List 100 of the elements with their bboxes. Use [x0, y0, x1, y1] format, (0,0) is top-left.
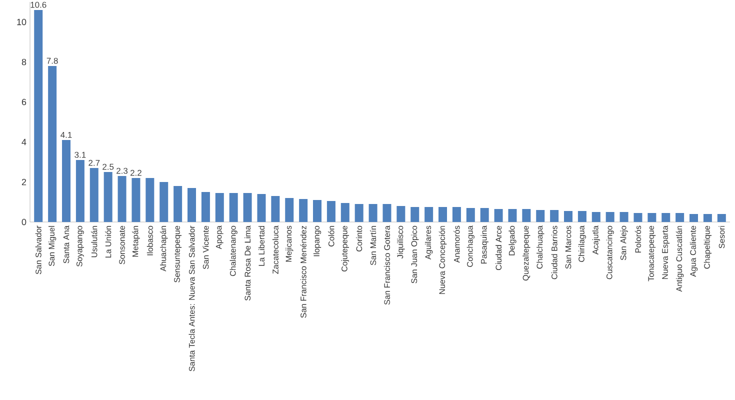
x-tick-label: San Francisco Gotera — [384, 226, 390, 305]
bar — [620, 212, 628, 222]
x-tick-label: Apopa — [216, 226, 224, 250]
bar — [564, 211, 573, 222]
bar — [522, 209, 531, 222]
bar — [662, 213, 670, 222]
x-tick-label: Mejicanos — [286, 226, 294, 262]
x-tick-label: Chalchuapa — [536, 226, 544, 269]
x-tick-label: San Juan Opico — [411, 226, 419, 284]
x-tick-label: Sesori — [718, 226, 725, 248]
x-tick-label: Nueva Concepción — [438, 226, 447, 294]
bar — [368, 204, 378, 222]
x-tick-label: San Miguel — [48, 226, 56, 266]
x-tick-label: Santa Rosa De Lima — [244, 226, 251, 301]
x-tick-label: Nueva Esparta — [662, 226, 670, 279]
x-tick-label: Sonsonate — [119, 226, 125, 264]
x-tick-label: San Martín — [370, 226, 376, 266]
x-tick-label: Delgado — [508, 226, 516, 256]
bar — [104, 172, 112, 222]
x-tick-label: Chalatenango — [230, 226, 238, 276]
bar — [340, 203, 350, 222]
bar — [550, 210, 559, 222]
bar — [634, 213, 642, 222]
x-tick-label: Santa Tecla Antes: Nueva San Salvador — [188, 226, 195, 372]
x-tick-label: Ilopango — [313, 226, 322, 256]
x-tick-label: Jiquilisco — [397, 226, 405, 259]
bar — [285, 198, 294, 222]
x-tick-label: Polorós — [634, 226, 642, 253]
x-tick-label: Tonacatepeque — [648, 226, 656, 282]
x-tick-label: Anamorós — [454, 226, 460, 263]
data-label: 3.1 — [74, 152, 86, 158]
bar — [257, 194, 266, 222]
bar — [452, 207, 461, 222]
bar — [648, 213, 656, 222]
x-tick-label: Sensuntepeque — [174, 226, 182, 282]
data-label: 10.6 — [30, 2, 46, 8]
bar — [215, 193, 224, 222]
data-label: 7.8 — [46, 58, 58, 64]
x-tick-label: San Alejo — [620, 226, 628, 260]
x-tick-label: Pasaquina — [480, 226, 488, 264]
y-tick-label: 0 — [22, 218, 26, 226]
x-tick-label: Aguilares — [425, 226, 433, 260]
data-label: 2.3 — [116, 168, 128, 174]
x-tick-label: Corinto — [356, 226, 362, 252]
data-label: 2.2 — [130, 170, 142, 176]
bar — [201, 192, 210, 222]
x-tick-label: La Unión — [105, 226, 112, 258]
bar — [326, 201, 336, 222]
x-tick-label: Chirilagua — [578, 226, 586, 262]
bar — [592, 212, 600, 222]
bar — [717, 214, 726, 222]
data-label: 2.5 — [102, 164, 114, 170]
bar — [34, 10, 43, 222]
x-tick-label: San Vicente — [202, 226, 209, 270]
bar — [188, 188, 196, 222]
x-tick-label: Conchagua — [466, 226, 474, 267]
bar — [703, 214, 712, 222]
y-tick-label: 6 — [22, 98, 26, 106]
bar — [229, 193, 238, 222]
bar — [578, 211, 586, 222]
bar — [354, 204, 364, 222]
x-tick-label: Ilobasco — [146, 226, 153, 256]
bar — [76, 160, 84, 222]
x-tick-label: Santa Ana — [63, 226, 70, 264]
x-tick-label: San Francisco Menéndez — [300, 226, 306, 318]
x-tick-label: Quezaltepeque — [522, 226, 530, 281]
x-tick-label: Cojutepeque — [341, 226, 349, 272]
y-tick-label: 2 — [22, 178, 26, 186]
data-label: 2.7 — [88, 160, 100, 166]
x-tick-label: Metapán — [132, 226, 140, 257]
x-tick-label: Agua Caliente — [690, 226, 698, 277]
bar — [146, 178, 154, 222]
x-tick-label: Chapeltique — [704, 226, 712, 269]
bar — [313, 200, 322, 222]
bar — [299, 199, 308, 222]
y-tick-label: 4 — [22, 138, 26, 146]
bar — [466, 208, 475, 222]
x-tick-label: Zacatecoluca — [272, 226, 278, 274]
y-tick-label: 8 — [22, 58, 26, 66]
x-tick-label: Ciudad Arce — [496, 226, 502, 270]
bar — [382, 204, 392, 222]
bar — [438, 207, 448, 222]
bar — [62, 140, 71, 222]
y-tick-label: 10 — [17, 18, 26, 26]
bar — [536, 210, 545, 222]
bar — [48, 66, 57, 222]
bar — [271, 196, 280, 222]
bar — [410, 207, 420, 222]
bar — [480, 208, 489, 222]
x-tick-label: Antiguo Cuscatlán — [676, 226, 684, 292]
bar — [174, 186, 182, 222]
bar — [118, 176, 126, 222]
x-tick-label: Soyapango — [76, 226, 84, 266]
x-tick-label: Usulután — [91, 226, 98, 258]
x-tick-label: La Libertad — [258, 226, 264, 266]
bar — [160, 182, 168, 222]
bar — [90, 168, 98, 222]
bar — [676, 213, 684, 222]
x-tick-label: Cuscatancingo — [606, 226, 614, 280]
x-tick-label: Ahuachapán — [160, 226, 168, 272]
